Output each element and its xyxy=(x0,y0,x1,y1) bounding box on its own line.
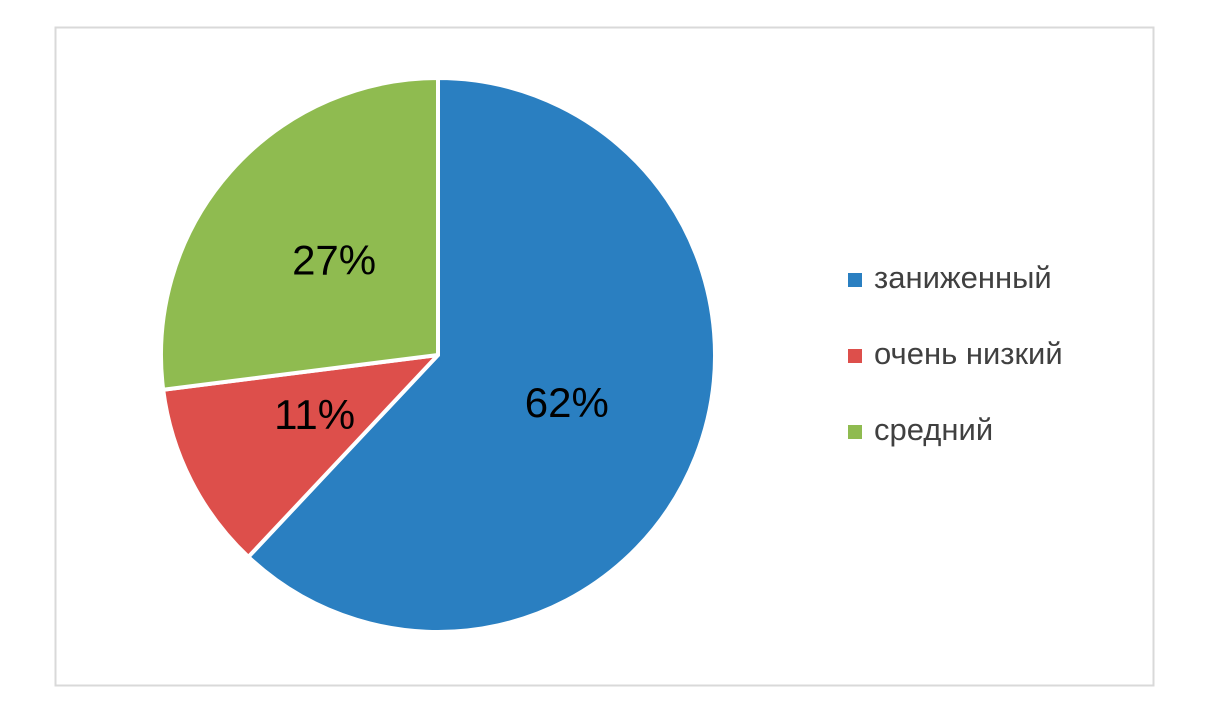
chart-border xyxy=(54,26,1155,687)
data-label: 62% xyxy=(525,379,609,426)
legend-label: средний xyxy=(874,412,993,447)
data-label: 27% xyxy=(292,237,376,284)
legend-label: заниженный xyxy=(874,260,1052,295)
legend: заниженный очень низкий средний xyxy=(848,260,1063,447)
legend-marker xyxy=(848,349,862,363)
pie xyxy=(159,76,717,634)
pie-slice xyxy=(161,353,440,559)
data-labels: 62% 11% 27% xyxy=(274,237,609,438)
pie-slice xyxy=(246,76,717,634)
legend-marker xyxy=(848,273,862,287)
pie-slice xyxy=(159,76,440,392)
legend-label: очень низкий xyxy=(874,336,1063,371)
legend-marker xyxy=(848,425,862,439)
data-label: 11% xyxy=(274,391,355,438)
